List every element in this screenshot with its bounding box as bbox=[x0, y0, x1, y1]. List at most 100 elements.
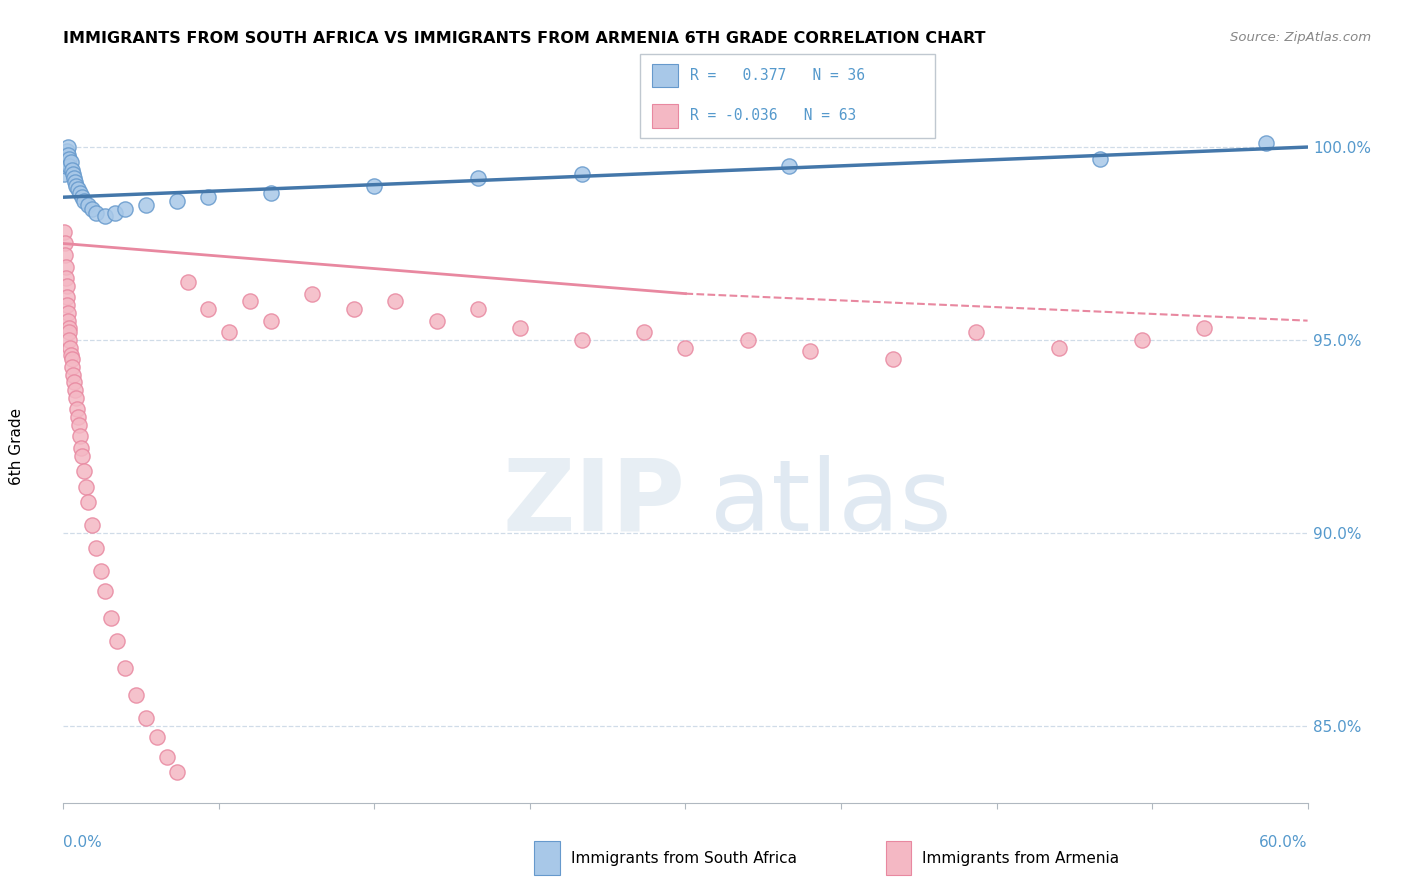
Point bbox=[66, 410, 89, 425]
Point bbox=[166, 764, 188, 779]
Point bbox=[571, 333, 593, 347]
Text: Source: ZipAtlas.com: Source: ZipAtlas.com bbox=[1230, 31, 1371, 45]
Point bbox=[301, 286, 323, 301]
Point bbox=[218, 325, 240, 339]
Point bbox=[1130, 333, 1153, 347]
Point bbox=[260, 313, 283, 327]
Point bbox=[197, 301, 219, 316]
Text: 6th Grade: 6th Grade bbox=[10, 408, 24, 484]
Point bbox=[63, 175, 86, 189]
Point bbox=[156, 749, 179, 764]
Point bbox=[239, 294, 262, 309]
Point bbox=[70, 449, 93, 463]
Point bbox=[799, 344, 821, 359]
Point bbox=[177, 275, 200, 289]
Point bbox=[633, 325, 655, 339]
Point bbox=[1047, 341, 1070, 355]
Point bbox=[58, 333, 80, 347]
Text: 60.0%: 60.0% bbox=[1260, 836, 1308, 850]
Point bbox=[73, 194, 96, 208]
Point bbox=[53, 152, 76, 166]
Point bbox=[59, 348, 82, 362]
Point bbox=[53, 225, 76, 239]
Point bbox=[55, 260, 77, 274]
Point bbox=[58, 313, 80, 327]
Point bbox=[509, 321, 531, 335]
Point bbox=[467, 301, 489, 316]
Point bbox=[58, 325, 80, 339]
Point bbox=[1090, 152, 1112, 166]
Point bbox=[737, 333, 759, 347]
Point bbox=[384, 294, 406, 309]
Text: R =   0.377   N = 36: R = 0.377 N = 36 bbox=[690, 68, 865, 83]
Point bbox=[105, 633, 128, 648]
Point bbox=[100, 610, 122, 624]
Point bbox=[55, 279, 77, 293]
Text: Immigrants from South Africa: Immigrants from South Africa bbox=[571, 851, 797, 865]
Point bbox=[66, 402, 89, 417]
Point bbox=[60, 359, 83, 374]
Point bbox=[1256, 136, 1278, 151]
Point bbox=[62, 170, 84, 185]
Point bbox=[59, 341, 82, 355]
Point bbox=[59, 155, 82, 169]
Point bbox=[58, 159, 80, 173]
Point bbox=[93, 210, 115, 224]
Point bbox=[75, 479, 97, 493]
Point bbox=[135, 198, 157, 212]
Point bbox=[62, 368, 84, 382]
Point bbox=[882, 352, 904, 367]
Point bbox=[114, 661, 136, 675]
Point bbox=[90, 565, 112, 579]
Point bbox=[56, 140, 79, 154]
Point bbox=[86, 205, 108, 219]
Point bbox=[60, 352, 83, 367]
Point bbox=[82, 202, 104, 216]
Point bbox=[55, 271, 77, 285]
Point bbox=[343, 301, 366, 316]
FancyBboxPatch shape bbox=[640, 54, 935, 138]
Text: Immigrants from Armenia: Immigrants from Armenia bbox=[922, 851, 1119, 865]
Point bbox=[53, 248, 76, 262]
Point bbox=[571, 167, 593, 181]
Point bbox=[60, 163, 83, 178]
Point bbox=[965, 325, 987, 339]
Point bbox=[62, 167, 84, 181]
Point bbox=[56, 306, 79, 320]
Point bbox=[55, 148, 77, 162]
Point bbox=[166, 194, 188, 208]
Point bbox=[260, 186, 283, 201]
Point bbox=[66, 182, 89, 196]
Bar bbox=[651, 63, 678, 87]
Point bbox=[63, 376, 86, 390]
Point bbox=[53, 167, 76, 181]
Point bbox=[58, 152, 80, 166]
Text: 0.0%: 0.0% bbox=[63, 836, 103, 850]
Point bbox=[145, 730, 167, 744]
Point bbox=[114, 202, 136, 216]
Point bbox=[363, 178, 385, 193]
Point bbox=[86, 541, 108, 556]
Point bbox=[58, 148, 80, 162]
Point bbox=[778, 159, 800, 173]
Point bbox=[104, 205, 127, 219]
Point bbox=[65, 391, 87, 405]
Point bbox=[82, 518, 104, 533]
Point bbox=[73, 464, 96, 478]
Text: atlas: atlas bbox=[710, 455, 952, 551]
Text: IMMIGRANTS FROM SOUTH AFRICA VS IMMIGRANTS FROM ARMENIA 6TH GRADE CORRELATION CH: IMMIGRANTS FROM SOUTH AFRICA VS IMMIGRAN… bbox=[63, 31, 986, 46]
Point bbox=[197, 190, 219, 204]
Point bbox=[63, 383, 86, 397]
Point bbox=[675, 341, 697, 355]
Bar bbox=[651, 104, 678, 128]
Point bbox=[1192, 321, 1215, 335]
Point bbox=[56, 298, 79, 312]
Point bbox=[67, 417, 90, 432]
Point bbox=[56, 291, 79, 305]
Point bbox=[55, 159, 77, 173]
Point bbox=[467, 170, 489, 185]
Text: ZIP: ZIP bbox=[502, 455, 686, 551]
Point bbox=[69, 186, 91, 201]
Point bbox=[93, 583, 115, 598]
Point bbox=[70, 441, 93, 455]
